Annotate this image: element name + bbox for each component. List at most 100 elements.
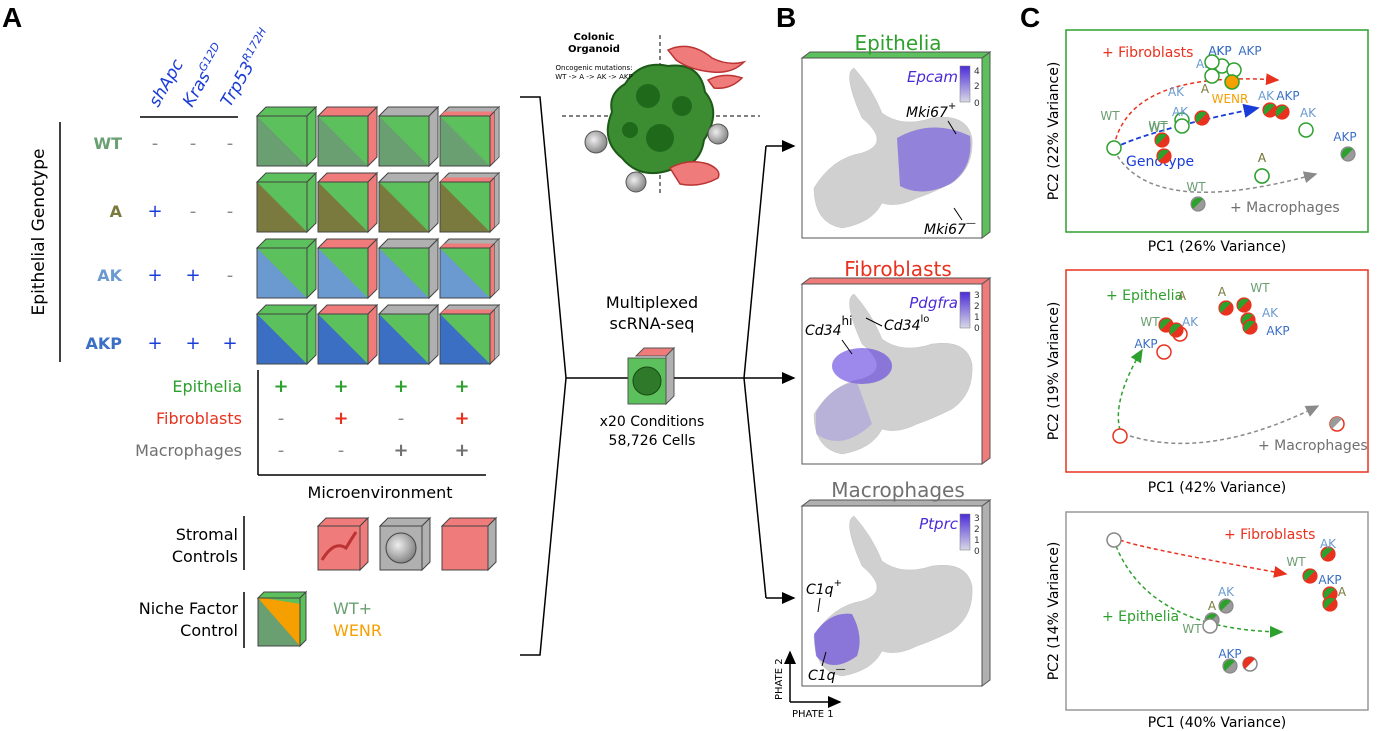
pc-point-1-1: WT — [1100, 109, 1122, 156]
fibroblast-cell-3 — [668, 161, 720, 186]
cube-akp-4 — [438, 303, 501, 366]
panel-a-letter: A — [2, 2, 22, 33]
annot-c1q-plus-line — [817, 597, 821, 613]
organoid-title-2: Organoid — [568, 44, 620, 55]
b-title-macrophages: Macrophages — [831, 478, 965, 502]
cube-wt-3 — [377, 105, 440, 168]
annot-mki67-minus-line — [953, 207, 963, 221]
pc-point-1-12: AKP — [1333, 130, 1357, 162]
pc-point-label-3-1: AK — [1320, 537, 1337, 551]
pc-point-label-1-7: AKP — [1238, 44, 1261, 58]
pc-point-1-3: WT — [1148, 121, 1170, 148]
phate-plot-3 — [800, 499, 992, 687]
annot-c1q-minus: C1q— — [808, 664, 846, 684]
phate-1-label: PHATE 1 — [792, 709, 834, 720]
stromal-line-1: Stromal — [176, 525, 238, 544]
pc-point-label-1-12: AKP — [1333, 130, 1356, 144]
niche-wt-label: WT+ — [333, 599, 372, 618]
scale-epi-2: 2 — [974, 82, 980, 92]
b-title-epithelia: Epithelia — [854, 31, 941, 55]
expression-scale-bar — [959, 513, 971, 551]
b-annotations: Mki67+ Mki67— Cd34hi Cd34lo C1q+ C1q— — [805, 101, 976, 684]
cube-wt-1 — [255, 105, 318, 168]
organoid-subtitle: Oncogenic mutations: WT -> A -> AK -> AKP — [555, 64, 633, 81]
phate-2-label: PHATE 2 — [774, 658, 785, 700]
pc-point-label-1-16: AKP — [1208, 44, 1231, 58]
micro-mac-4: + — [454, 440, 469, 461]
c1-text-macrophages: + Macrophages — [1230, 200, 1340, 216]
svg-text:PHATE 2: PHATE 2 — [774, 658, 785, 700]
pc-point-label-3-7: WT — [1182, 622, 1202, 636]
cube-a-3 — [377, 171, 440, 234]
mark-ak-1: + — [147, 265, 162, 286]
pdgfra-low-region — [816, 382, 872, 442]
c-xlabel-2: PC1 (42% Variance) — [1148, 480, 1287, 496]
genotype-marks: - - - + - - + + - + + + — [147, 133, 237, 354]
c1-text-fibroblasts: + Fibroblasts — [1102, 45, 1193, 61]
svg-text:PC2 (14% Variance): PC2 (14% Variance) — [1046, 542, 1062, 681]
niche-factor-cube — [256, 590, 308, 648]
c-plot-1-frame — [1065, 29, 1369, 233]
micro-label-fibroblasts: Fibroblasts — [156, 409, 242, 428]
seq-title-1: Multiplexed — [606, 293, 698, 312]
scale-mac-0: 0 — [974, 547, 980, 557]
annot-mki67-minus: Mki67— — [924, 218, 976, 238]
b-scale-labels: 4 2 0 3 2 1 0 3 2 1 0 — [974, 67, 980, 557]
pc-point-1-15: AK — [1172, 105, 1190, 134]
genotype-label-akp: AKP — [85, 334, 122, 353]
stromal-line-2: Controls — [172, 547, 238, 566]
pc-point-label-1-3: WT — [1148, 121, 1168, 135]
pc-point-3-4: A — [1322, 585, 1347, 612]
annot-cd34-lo-line — [865, 317, 883, 327]
scale-epi-0: 0 — [974, 99, 980, 109]
panel-c-letter: C — [1020, 2, 1040, 33]
organoid-lumen-1 — [636, 84, 660, 108]
fan-connector — [743, 145, 767, 599]
annot-c1q-plus: C1q+ — [806, 578, 842, 598]
pc-point-label-1-10: AKP — [1276, 89, 1299, 103]
genotype-label-wt: WT — [93, 134, 122, 153]
micro-fib-1: - — [278, 408, 285, 429]
phate-plot-2 — [800, 277, 992, 465]
b-gene-ptprc: Ptprc — [919, 515, 959, 533]
cube-a-2 — [316, 171, 379, 234]
mark-wt-1: - — [152, 133, 159, 154]
cube-wt-2 — [316, 105, 379, 168]
mark-a-3: - — [227, 201, 234, 222]
pc-point-3-5: AK — [1218, 585, 1235, 614]
pc-point-1-11: AK — [1298, 106, 1317, 138]
pc-point-label-1-14: A — [1258, 151, 1267, 165]
scale-mac-1: 1 — [974, 536, 980, 546]
mark-wt-3: - — [227, 133, 234, 154]
panel-a-to-seq-bracket — [520, 96, 567, 656]
scale-fib-0: 0 — [974, 324, 980, 334]
seq-title-2: scRNA-seq — [610, 314, 695, 333]
pc-point-2-4: AKP — [1134, 337, 1172, 360]
pc-point-3-7: WT — [1182, 618, 1218, 636]
c3-arrow-fibroblasts — [1119, 539, 1288, 578]
pc-point-1-9: AK — [1258, 89, 1278, 118]
expression-scale-bar — [959, 291, 971, 329]
svg-text:PC2 (19% Variance): PC2 (19% Variance) — [1046, 302, 1062, 441]
pc-point-label-3-5: AK — [1218, 585, 1235, 599]
epithelial-genotype-ylabel: Epithelial Genotype — [29, 149, 49, 316]
organoid-lumen-4 — [622, 122, 638, 138]
annot-c1q-minus-line — [821, 651, 827, 667]
pc-point-label-3-4: A — [1338, 585, 1347, 599]
cube-ak-4 — [438, 237, 501, 300]
c-ylabel-1: PC2 (22% Variance) — [1046, 62, 1062, 201]
scale-fib-1: 1 — [974, 313, 980, 323]
mark-a-2: - — [190, 201, 197, 222]
pc-point-label-1-13: WT — [1148, 119, 1168, 133]
pc-point-label-3-6: A — [1208, 599, 1217, 613]
c2-text-macrophages: + Macrophages — [1258, 438, 1368, 454]
pc-point-label-1-15: AK — [1172, 105, 1189, 119]
organoid-subtitle-1: Oncogenic mutations: — [556, 64, 633, 72]
niche-line-1: Niche Factor — [139, 599, 239, 618]
annot-cd34-lo: Cd34lo — [884, 314, 929, 334]
pc-point-3-2: WT — [1286, 555, 1318, 584]
pc-point-label-1-18: WT — [1186, 180, 1206, 194]
organoid-lumen-3 — [646, 124, 674, 152]
svg-text:Trp53R172H: Trp53R172H — [215, 26, 277, 111]
